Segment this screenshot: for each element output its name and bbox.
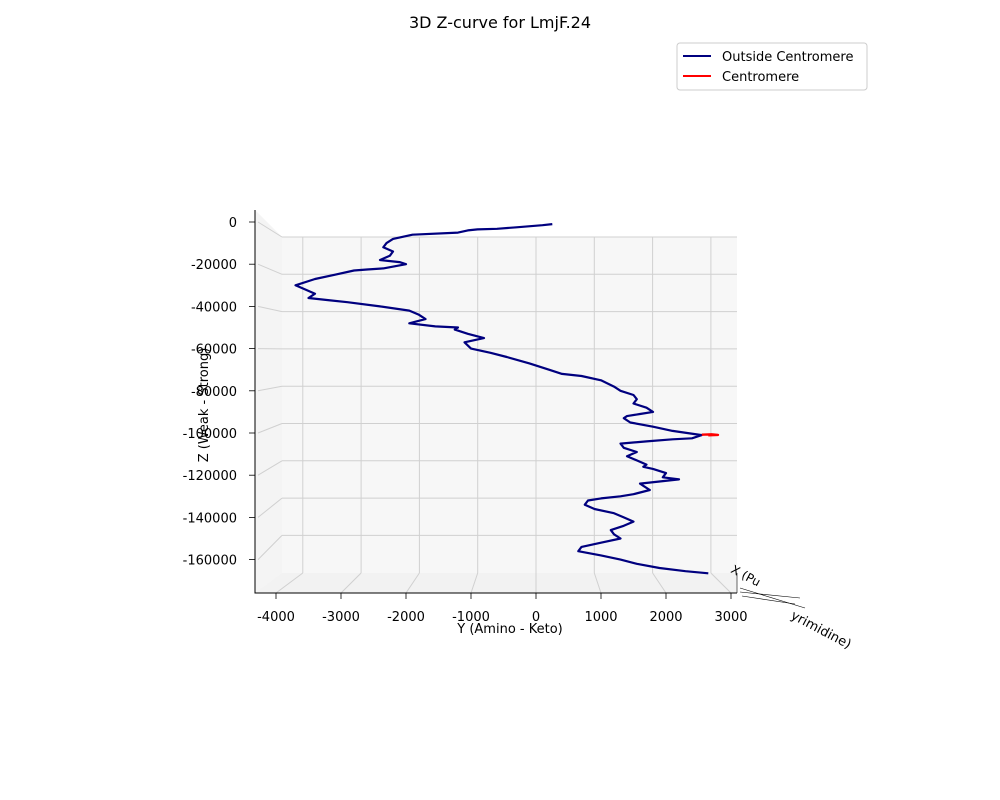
z-tick-label: -80000 <box>191 385 237 400</box>
z-tick-label: -120000 <box>183 469 237 484</box>
z-axis-label: Z (Weak - Strong) <box>197 348 212 463</box>
x-axis-tick-cluster <box>739 587 806 609</box>
y-tick-label: 3000 <box>714 610 747 625</box>
side-grid-line <box>257 535 283 560</box>
series-layer <box>294 223 720 575</box>
z-tick-label: -20000 <box>191 258 237 273</box>
side-grid-line <box>257 305 283 313</box>
z-tick-label: -140000 <box>183 511 237 526</box>
bottom-pane <box>255 573 737 593</box>
floor-grid-line <box>593 572 602 594</box>
side-grid-line <box>257 460 283 476</box>
chart-title: 3D Z-curve for LmjF.24 <box>409 13 591 32</box>
side-grid-line <box>257 263 283 275</box>
back-pane <box>282 237 737 573</box>
z-tick-label: -100000 <box>183 427 237 442</box>
floor-grid-line <box>710 572 732 594</box>
z-tick-label: -160000 <box>183 554 237 569</box>
series-outside-centromere-line <box>294 223 709 575</box>
y-tick-label: -2000 <box>387 610 425 625</box>
floor-grid-line <box>405 572 420 594</box>
left-pane <box>255 210 282 593</box>
y-tick-label: 0 <box>532 610 540 625</box>
side-grid-line <box>257 221 283 238</box>
y-tick-label: -4000 <box>257 610 295 625</box>
floor-grid-line <box>470 572 479 594</box>
y-tick-label: 1000 <box>584 610 617 625</box>
z-tick-label: 0 <box>229 216 237 231</box>
axis-frame <box>254 210 737 594</box>
legend-label-outside: Outside Centromere <box>722 50 853 65</box>
grid <box>257 221 737 594</box>
axes: -4000 -3000 -2000 -1000 0 1000 2000 3000 0 -20000… <box>183 210 748 625</box>
floor-grid-line <box>275 572 304 594</box>
y-axis-label: Y (Amino - Keto) <box>456 622 562 637</box>
z-tick-label: -40000 <box>191 300 237 315</box>
series-centromere-line <box>701 433 720 437</box>
floor-grid-line <box>652 572 667 594</box>
y-tick-label: -3000 <box>322 610 360 625</box>
side-grid-line <box>257 385 283 392</box>
side-grid-line <box>257 423 283 434</box>
side-grid-line <box>257 497 283 518</box>
legend: Outside Centromere Centromere <box>676 42 868 91</box>
y-tick-label: 2000 <box>649 610 682 625</box>
legend-label-centromere: Centromere <box>722 70 799 85</box>
floor-grid-line <box>340 572 362 594</box>
z-tick-label: -60000 <box>191 343 237 358</box>
y-tick-label: -1000 <box>452 610 490 625</box>
